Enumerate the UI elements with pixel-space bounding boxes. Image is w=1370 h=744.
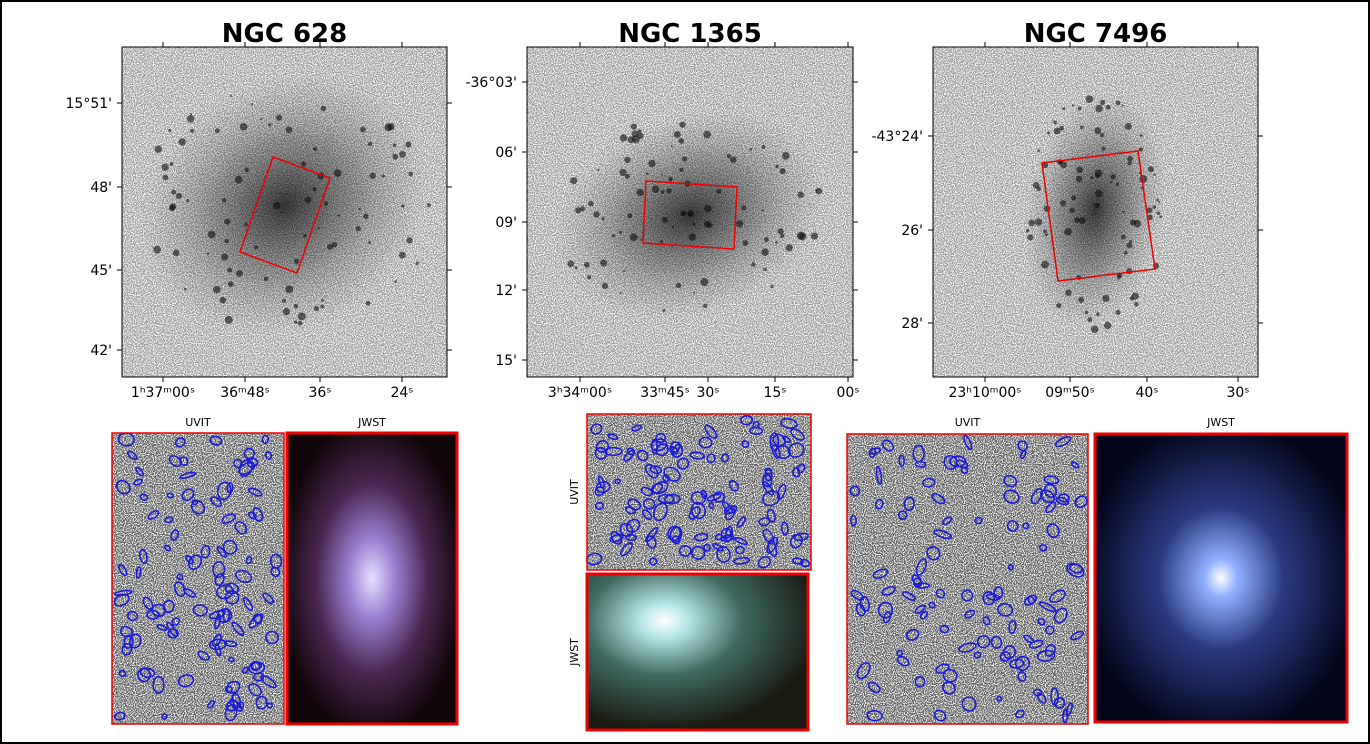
jwst-image: [587, 574, 808, 730]
y-tick-label: 12': [495, 283, 517, 299]
x-tick-label: 30ˢ: [696, 385, 719, 401]
y-tick-label: 15°51': [66, 96, 112, 112]
x-tick-label: 3ʰ34ᵐ00ˢ: [548, 385, 612, 401]
y-tick-label: 26': [901, 223, 923, 239]
panel-title: NGC 628: [222, 19, 348, 49]
y-tick-label: -36°03': [465, 75, 517, 91]
inset-label: JWST: [568, 638, 581, 667]
x-tick-label: 09ᵐ50ˢ: [1045, 385, 1095, 401]
y-tick-label: 45': [90, 263, 112, 279]
x-tick-label: 30ˢ: [1226, 385, 1249, 401]
inset-label: UVIT: [955, 416, 981, 429]
noise: [933, 47, 1258, 377]
jwst-image: [287, 433, 457, 724]
x-tick-label: 23ʰ10ᵐ00ˢ: [948, 385, 1021, 401]
y-tick-label: 15': [495, 353, 517, 369]
x-tick-label: 15ˢ: [763, 385, 786, 401]
x-tick-label: 33ᵐ45ˢ: [640, 385, 690, 401]
y-tick-label: 42': [90, 343, 112, 359]
inset-label: JWST: [1206, 416, 1235, 429]
y-tick-label: -43°24': [871, 129, 923, 145]
inset-label: UVIT: [185, 416, 211, 429]
x-tick-label: 00ˢ: [836, 385, 859, 401]
y-tick-label: 48': [90, 180, 112, 196]
panel-title: NGC 1365: [618, 19, 762, 49]
x-tick-label: 36ᵐ48ˢ: [220, 385, 270, 401]
noise: [847, 434, 1088, 724]
y-tick-label: 28': [901, 316, 923, 332]
jwst-image: [1095, 434, 1347, 722]
inset-label: UVIT: [568, 479, 581, 505]
figure: NGC 628 15°51' 48' 45' 42' 1ʰ37ᵐ00ˢ 36ᵐ48ˢ 36ˢ 2…: [0, 0, 1370, 744]
noise: [527, 47, 853, 377]
noise: [122, 47, 447, 377]
inset-label: JWST: [357, 416, 386, 429]
y-tick-label: 06': [495, 145, 517, 161]
panel-title: NGC 7496: [1024, 19, 1168, 49]
x-tick-label: 40ˢ: [1135, 385, 1158, 401]
x-tick-label: 1ʰ37ᵐ00ˢ: [131, 385, 195, 401]
y-tick-label: 09': [495, 215, 517, 231]
x-tick-label: 36ˢ: [308, 385, 331, 401]
x-tick-label: 24ˢ: [390, 385, 413, 401]
